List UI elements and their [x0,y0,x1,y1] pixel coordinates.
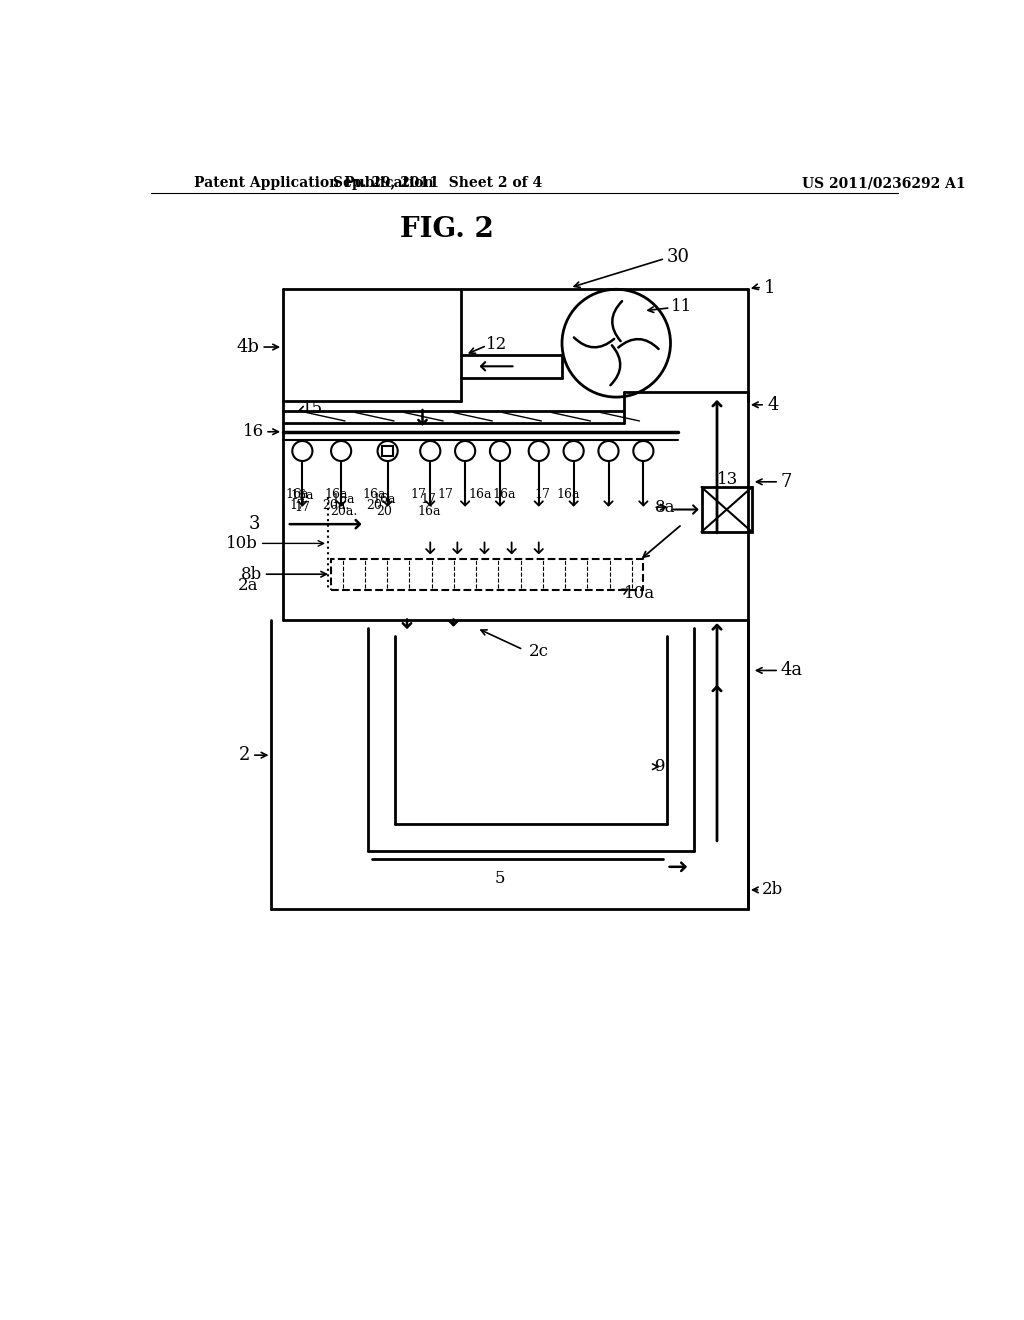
Text: 20: 20 [376,504,392,517]
Text: 20: 20 [367,499,382,512]
Text: 9: 9 [655,758,666,775]
Text: 12: 12 [486,337,507,354]
Text: 16a: 16a [469,487,493,500]
Text: 11: 11 [671,298,692,314]
Text: 13: 13 [717,471,738,488]
Text: 4: 4 [767,396,778,413]
Text: 8a: 8a [655,499,676,516]
Text: 2a: 2a [238,577,258,594]
Text: 16a: 16a [417,504,440,517]
Text: 17: 17 [295,500,310,513]
Text: 16a: 16a [372,492,395,506]
Bar [331,558,643,590]
Text: 2b: 2b [762,882,783,899]
Text: 20a.: 20a. [330,504,357,517]
Text: 16a: 16a [493,487,516,500]
Text: 17: 17 [421,492,436,506]
Text: Patent Application Publication: Patent Application Publication [194,176,433,190]
Text: 3: 3 [248,515,260,533]
Text: 17: 17 [289,499,305,512]
Text: US 2011/0236292 A1: US 2011/0236292 A1 [802,176,966,190]
Text: 16a: 16a [324,487,347,500]
Text: 4a: 4a [780,661,803,680]
Text: 1: 1 [764,279,775,297]
Text: 16a: 16a [291,490,314,502]
Text: 7: 7 [780,473,792,491]
Bar [382,446,393,457]
Text: 15: 15 [302,400,324,417]
Text: 5: 5 [495,870,505,887]
Text: 2c: 2c [528,643,549,660]
Text: 16a: 16a [362,487,386,500]
Bar [701,487,752,532]
Text: 8b: 8b [241,566,262,582]
Text: 16a: 16a [286,487,308,500]
Text: 17: 17 [535,487,551,500]
Text: 10b: 10b [226,535,258,552]
Text: FIG. 2: FIG. 2 [400,215,495,243]
Text: 16a: 16a [556,487,580,500]
Text: 16a: 16a [332,492,355,506]
Text: Sep. 29, 2011  Sheet 2 of 4: Sep. 29, 2011 Sheet 2 of 4 [334,176,543,190]
Text: 17: 17 [438,487,454,500]
Text: 10a: 10a [624,585,655,602]
Text: 2: 2 [239,746,251,764]
Text: 16: 16 [243,424,263,441]
Text: 4b: 4b [237,338,260,356]
Text: 20a.: 20a. [323,499,349,512]
Text: 30: 30 [667,248,689,265]
Text: 17: 17 [411,487,427,500]
